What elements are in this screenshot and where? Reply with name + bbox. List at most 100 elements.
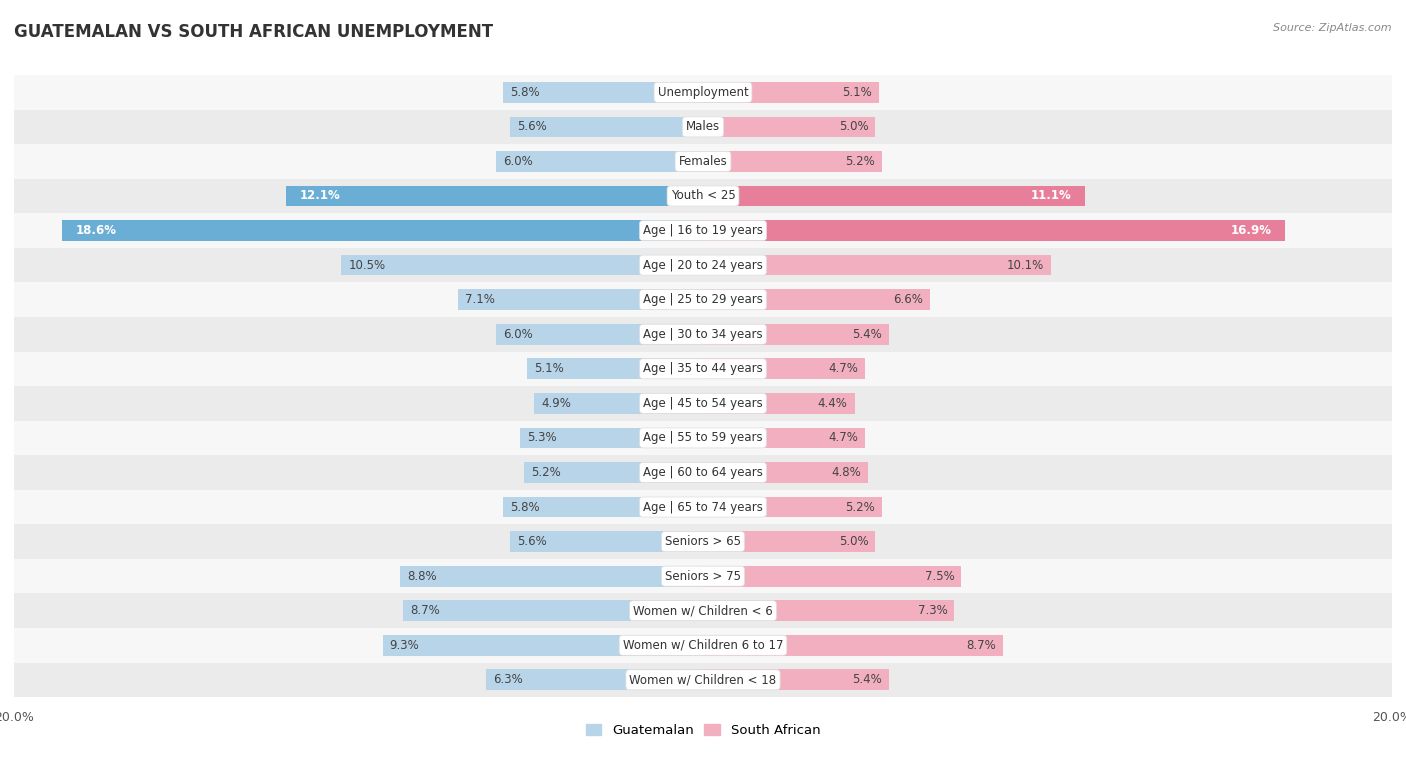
- Bar: [703, 428, 865, 448]
- Text: 4.8%: 4.8%: [832, 466, 862, 479]
- Text: 6.0%: 6.0%: [503, 155, 533, 168]
- Bar: [703, 255, 1050, 276]
- Text: 5.4%: 5.4%: [852, 673, 882, 687]
- Bar: [703, 565, 962, 587]
- Text: 8.7%: 8.7%: [411, 604, 440, 617]
- Bar: [14, 75, 1392, 110]
- Bar: [510, 531, 703, 552]
- Bar: [14, 282, 1392, 317]
- Bar: [703, 393, 855, 414]
- Bar: [62, 220, 703, 241]
- Legend: Guatemalan, South African: Guatemalan, South African: [581, 718, 825, 742]
- Bar: [703, 289, 931, 310]
- Bar: [404, 600, 703, 621]
- Bar: [703, 151, 882, 172]
- Text: 5.1%: 5.1%: [842, 86, 872, 99]
- Bar: [703, 358, 865, 379]
- Text: 5.8%: 5.8%: [510, 500, 540, 513]
- Bar: [14, 351, 1392, 386]
- Bar: [703, 462, 869, 483]
- Text: Unemployment: Unemployment: [658, 86, 748, 99]
- Text: Age | 35 to 44 years: Age | 35 to 44 years: [643, 363, 763, 375]
- Text: 4.7%: 4.7%: [828, 431, 858, 444]
- Bar: [703, 497, 882, 517]
- Bar: [342, 255, 703, 276]
- Bar: [458, 289, 703, 310]
- Text: Age | 16 to 19 years: Age | 16 to 19 years: [643, 224, 763, 237]
- Bar: [382, 635, 703, 656]
- Text: 10.5%: 10.5%: [349, 259, 385, 272]
- Text: 16.9%: 16.9%: [1230, 224, 1271, 237]
- Bar: [486, 669, 703, 690]
- Bar: [14, 421, 1392, 455]
- Text: Males: Males: [686, 120, 720, 133]
- Bar: [503, 497, 703, 517]
- Bar: [524, 462, 703, 483]
- Bar: [14, 386, 1392, 421]
- Text: 5.6%: 5.6%: [517, 120, 547, 133]
- Bar: [703, 220, 1285, 241]
- Text: 5.2%: 5.2%: [845, 155, 875, 168]
- Text: Age | 20 to 24 years: Age | 20 to 24 years: [643, 259, 763, 272]
- Bar: [503, 82, 703, 103]
- Text: Age | 60 to 64 years: Age | 60 to 64 years: [643, 466, 763, 479]
- Bar: [14, 179, 1392, 213]
- Bar: [14, 110, 1392, 144]
- Bar: [703, 600, 955, 621]
- Bar: [399, 565, 703, 587]
- Bar: [14, 559, 1392, 593]
- Bar: [14, 525, 1392, 559]
- Bar: [703, 635, 1002, 656]
- Text: 7.3%: 7.3%: [918, 604, 948, 617]
- Bar: [14, 248, 1392, 282]
- Bar: [14, 593, 1392, 628]
- Text: Age | 65 to 74 years: Age | 65 to 74 years: [643, 500, 763, 513]
- Text: Seniors > 65: Seniors > 65: [665, 535, 741, 548]
- Text: 5.8%: 5.8%: [510, 86, 540, 99]
- Text: Source: ZipAtlas.com: Source: ZipAtlas.com: [1274, 23, 1392, 33]
- Text: 6.3%: 6.3%: [494, 673, 523, 687]
- Text: 5.2%: 5.2%: [531, 466, 561, 479]
- Bar: [14, 628, 1392, 662]
- Text: 5.4%: 5.4%: [852, 328, 882, 341]
- Bar: [14, 317, 1392, 351]
- Text: 6.6%: 6.6%: [894, 293, 924, 306]
- Text: Youth < 25: Youth < 25: [671, 189, 735, 202]
- Text: 8.8%: 8.8%: [406, 570, 436, 583]
- Bar: [520, 428, 703, 448]
- Text: Age | 55 to 59 years: Age | 55 to 59 years: [643, 431, 763, 444]
- Text: 5.0%: 5.0%: [839, 535, 869, 548]
- Bar: [14, 213, 1392, 248]
- Text: GUATEMALAN VS SOUTH AFRICAN UNEMPLOYMENT: GUATEMALAN VS SOUTH AFRICAN UNEMPLOYMENT: [14, 23, 494, 41]
- Text: 4.4%: 4.4%: [818, 397, 848, 410]
- Bar: [703, 324, 889, 344]
- Bar: [287, 185, 703, 207]
- Text: Women w/ Children < 18: Women w/ Children < 18: [630, 673, 776, 687]
- Bar: [510, 117, 703, 137]
- Bar: [527, 358, 703, 379]
- Bar: [703, 117, 875, 137]
- Bar: [703, 82, 879, 103]
- Text: 7.1%: 7.1%: [465, 293, 495, 306]
- Text: 4.7%: 4.7%: [828, 363, 858, 375]
- Bar: [496, 151, 703, 172]
- Text: 18.6%: 18.6%: [76, 224, 117, 237]
- Bar: [703, 531, 875, 552]
- Bar: [703, 669, 889, 690]
- Bar: [14, 490, 1392, 525]
- Bar: [14, 455, 1392, 490]
- Bar: [496, 324, 703, 344]
- Text: Women w/ Children 6 to 17: Women w/ Children 6 to 17: [623, 639, 783, 652]
- Text: Age | 25 to 29 years: Age | 25 to 29 years: [643, 293, 763, 306]
- Text: 7.5%: 7.5%: [925, 570, 955, 583]
- Text: 5.6%: 5.6%: [517, 535, 547, 548]
- Bar: [703, 185, 1085, 207]
- Text: 10.1%: 10.1%: [1007, 259, 1045, 272]
- Text: Seniors > 75: Seniors > 75: [665, 570, 741, 583]
- Text: Age | 45 to 54 years: Age | 45 to 54 years: [643, 397, 763, 410]
- Text: Females: Females: [679, 155, 727, 168]
- Text: 5.1%: 5.1%: [534, 363, 564, 375]
- Bar: [534, 393, 703, 414]
- Text: 6.0%: 6.0%: [503, 328, 533, 341]
- Text: Age | 30 to 34 years: Age | 30 to 34 years: [643, 328, 763, 341]
